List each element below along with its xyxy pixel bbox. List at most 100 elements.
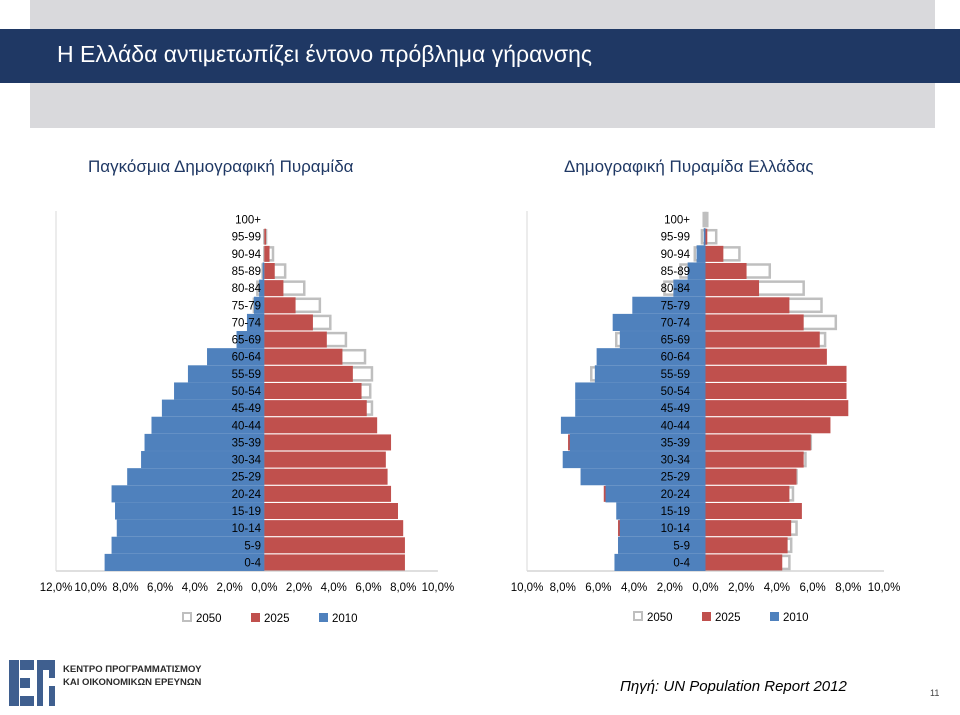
age-label-5-9: 5-9	[673, 540, 690, 552]
bar-2010-left-80-84	[259, 279, 265, 297]
x-tick-label: 4,0%	[764, 582, 790, 594]
logo-text-line1: ΚΕΝΤΡΟ ΠΡΟΓΡΑΜΜΑΤΙΣΜΟΥ	[63, 664, 202, 675]
age-label-75-79: 75-79	[232, 300, 261, 312]
bar-2025-right-15-19	[264, 503, 398, 519]
x-tick-label: 8,0%	[550, 582, 576, 594]
bar-2025-left-35-39	[182, 434, 265, 451]
age-label-55-59: 55-59	[661, 369, 690, 381]
x-tick-label: 2,0%	[286, 582, 312, 594]
bar-2025-left-5-9	[158, 537, 265, 554]
bar-2025-left-45-49	[198, 400, 265, 417]
bar-2050-right-80-84	[263, 280, 306, 296]
legend-label-2010: 2010	[332, 613, 358, 625]
age-label-75-79: 75-79	[661, 300, 690, 312]
bar-2025-left-15-19	[161, 503, 265, 519]
bar-2050-left-5-9	[618, 537, 707, 554]
bar-2010-left-85-89	[687, 262, 706, 280]
bar-2025-right-85-89	[705, 263, 747, 279]
logo-text: ΚΕΝΤΡΟ ΠΡΟΓΡΑΜΜΑΤΙΣΜΟΥ ΚΑΙ ΟΙΚΟΝΟΜΙΚΩΝ Ε…	[63, 663, 201, 689]
age-label-90-94: 90-94	[661, 249, 691, 261]
bar-2025-right-55-59	[264, 365, 353, 382]
bar-2050-left-50-54	[579, 383, 707, 399]
bar-2050-right-80-84	[704, 280, 805, 296]
bar-2025-right-25-29	[705, 468, 797, 485]
bar-2050-left-5-9	[172, 537, 266, 554]
bar-2025-right-45-49	[705, 400, 849, 417]
bar-2025-right-55-59	[705, 365, 847, 382]
x-tick-label: 10,0%	[868, 582, 901, 594]
age-label-60-64: 60-64	[661, 352, 691, 364]
x-tick-label: 2,0%	[728, 582, 754, 594]
bar-2025-left-40-44	[196, 417, 265, 434]
bar-2025-right-40-44	[705, 417, 831, 434]
x-tick-label: 6,0%	[355, 582, 381, 594]
age-label-50-54: 50-54	[232, 386, 262, 398]
bar-2010-left-80-84	[673, 279, 706, 297]
bar-2050-left-75-79	[648, 297, 707, 314]
bar-2010-left-75-79	[632, 296, 706, 314]
bar-2010-left-20-24	[111, 485, 265, 503]
bar-2050-right-30-34	[704, 451, 807, 468]
bar-2050-left-35-39	[171, 434, 266, 451]
bar-2050-left-70-74	[249, 314, 266, 331]
bar-2050-right-50-54	[704, 383, 805, 399]
x-tick-label: 4,0%	[321, 582, 347, 594]
bar-2010-left-25-29	[580, 468, 706, 486]
age-label-45-49: 45-49	[661, 403, 690, 415]
bar-2050-right-0-4	[263, 554, 384, 571]
age-label-90-94: 90-94	[232, 249, 262, 261]
x-tick-label: 8,0%	[390, 582, 416, 594]
greece-pyramid-title: Δημογραφική Πυραμίδα Ελλάδας	[564, 157, 814, 176]
source-note: Πηγή: UN Population Report 2012	[620, 678, 847, 695]
bar-2050-left-70-74	[634, 314, 707, 331]
bar-2010-left-30-34	[141, 451, 265, 469]
bar-2050-right-50-54	[263, 383, 372, 399]
bar-2025-left-20-24	[165, 485, 265, 502]
bar-2025-right-0-4	[705, 554, 783, 571]
x-tick-label: 6,0%	[585, 582, 611, 594]
bar-2050-right-40-44	[263, 417, 375, 434]
bar-2050-right-25-29	[704, 468, 798, 485]
bar-2050-right-90-94	[263, 246, 275, 262]
bar-2050-right-15-19	[263, 503, 377, 519]
bar-2025-right-65-69	[705, 331, 820, 348]
bar-2050-right-20-24	[704, 486, 795, 502]
world-pyramid-title: Παγκόσμια Δημογραφική Πυραμίδα	[88, 157, 354, 176]
bar-2050-left-80-84	[663, 280, 707, 296]
kepe-logo	[9, 660, 55, 706]
x-tick-label: 8,0%	[112, 582, 138, 594]
bar-2025-left-65-69	[246, 331, 265, 348]
legend-label-2050: 2050	[647, 612, 673, 624]
age-label-85-89: 85-89	[661, 266, 690, 278]
bar-2050-left-15-19	[616, 503, 707, 519]
age-label-40-44: 40-44	[232, 420, 262, 432]
bar-2025-left-55-59	[220, 365, 265, 382]
bar-2050-left-65-69	[240, 331, 266, 348]
age-label-35-39: 35-39	[661, 437, 690, 449]
bar-2025-right-30-34	[705, 451, 804, 468]
bar-2025-right-40-44	[264, 417, 378, 434]
age-label-20-24: 20-24	[232, 489, 262, 501]
bar-2025-left-30-34	[571, 451, 706, 468]
age-label-25-29: 25-29	[232, 472, 261, 484]
bar-2025-right-90-94	[264, 245, 270, 262]
age-label-100+: 100+	[664, 215, 690, 227]
age-label-15-19: 15-19	[232, 506, 261, 518]
slide-title: Η Ελλάδα αντιμετωπίζει έντονο πρόβλημα γ…	[57, 41, 592, 67]
x-tick-label: 6,0%	[799, 582, 825, 594]
age-label-10-14: 10-14	[232, 523, 262, 535]
bar-2010-left-50-54	[575, 382, 706, 400]
bar-2010-left-85-89	[262, 262, 265, 280]
bar-2025-right-95-99	[264, 228, 267, 245]
age-label-65-69: 65-69	[661, 335, 690, 347]
bar-2050-left-50-54	[204, 383, 266, 399]
age-label-0-4: 0-4	[244, 557, 261, 569]
bar-2050-left-10-14	[171, 520, 266, 536]
bar-2050-left-30-34	[171, 451, 266, 468]
bar-2025-right-80-84	[264, 280, 284, 297]
bar-2025-right-95-99	[705, 228, 708, 245]
bar-2025-left-75-79	[259, 297, 265, 314]
bar-2010-left-70-74	[246, 313, 265, 331]
age-label-40-44: 40-44	[661, 420, 691, 432]
bar-2025-right-90-94	[705, 245, 724, 262]
